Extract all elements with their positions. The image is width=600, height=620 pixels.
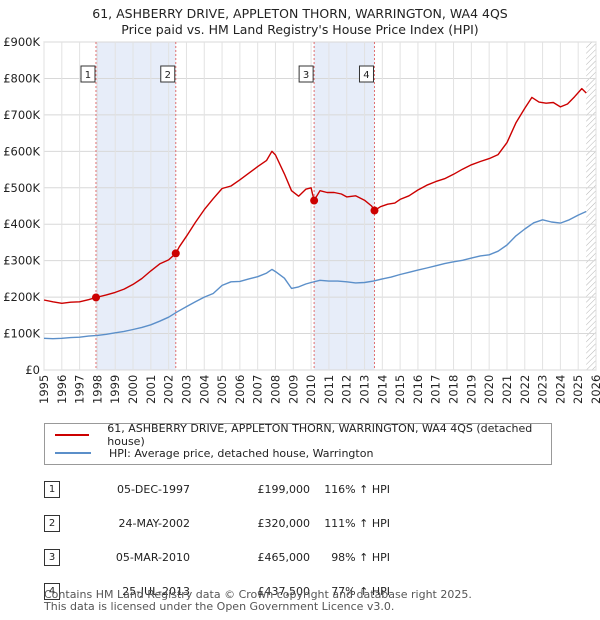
x-tick-label: 2017 bbox=[429, 375, 443, 404]
x-tick-label: 2011 bbox=[322, 375, 336, 404]
chart-subtitle: Price paid vs. HM Land Registry's House … bbox=[121, 22, 479, 37]
transactions-table: 1 05-DEC-1997 £199,000 116% ↑ HPI 2 24-M… bbox=[44, 472, 390, 608]
transaction-label: 1 bbox=[85, 70, 91, 81]
transaction-label: 2 bbox=[165, 70, 171, 81]
ownership-shade bbox=[95, 42, 176, 370]
sale-point bbox=[370, 206, 379, 215]
x-tick-label: 2003 bbox=[179, 375, 193, 404]
transaction-price: £465,000 bbox=[257, 550, 311, 564]
x-tick-label: 2002 bbox=[162, 375, 176, 404]
x-tick-label: 2014 bbox=[375, 375, 389, 404]
x-tick-label: 2022 bbox=[518, 375, 532, 404]
x-tick-label: 2016 bbox=[411, 375, 425, 404]
y-tick-label: £0 bbox=[25, 363, 40, 377]
x-tick-label: 2007 bbox=[251, 375, 265, 404]
x-tick-label: 2006 bbox=[233, 375, 247, 404]
transaction-date: 24-MAY-2002 bbox=[118, 516, 190, 530]
x-tick-label: 2009 bbox=[286, 375, 300, 404]
transaction-date: 25-JUL-2013 bbox=[122, 584, 190, 598]
y-tick-label: £700K bbox=[3, 108, 40, 122]
ownership-shade bbox=[314, 42, 375, 370]
transaction-label-box bbox=[80, 65, 96, 83]
x-tick-label: 2015 bbox=[393, 375, 407, 404]
x-tick-label: 2023 bbox=[536, 375, 550, 404]
transaction-date: 05-MAR-2010 bbox=[115, 550, 190, 564]
x-tick-label: 2012 bbox=[340, 375, 354, 404]
x-tick-label: 2005 bbox=[215, 375, 229, 404]
legend-item-hpi: HPI: Average price, detached house, Warr… bbox=[55, 445, 373, 461]
x-tick-label: 2000 bbox=[126, 375, 140, 404]
transaction-hpi: 116% ↑ HPI bbox=[324, 482, 390, 496]
property-price-line bbox=[43, 87, 587, 304]
hpi-line bbox=[43, 210, 587, 340]
transaction-row: 3 05-MAR-2010 £465,000 98% ↑ HPI bbox=[44, 540, 390, 574]
footer-copyright: Contains HM Land Registry data © Crown c… bbox=[44, 588, 472, 601]
x-tick-label: 2004 bbox=[197, 375, 211, 404]
legend: 61, ASHBERRY DRIVE, APPLETON THORN, WARR… bbox=[44, 422, 552, 465]
transaction-number: 3 bbox=[44, 548, 60, 566]
transaction-number: 2 bbox=[44, 514, 60, 532]
x-tick-label: 1999 bbox=[108, 375, 122, 404]
sale-point bbox=[91, 293, 100, 302]
future-hatch bbox=[586, 42, 596, 370]
transaction-price: £320,000 bbox=[257, 516, 311, 530]
x-tick-label: 1997 bbox=[73, 375, 87, 404]
sale-point bbox=[171, 249, 180, 258]
x-tick-label: 2018 bbox=[447, 375, 461, 404]
transaction-date: 05-DEC-1997 bbox=[116, 482, 190, 496]
legend-item-property: 61, ASHBERRY DRIVE, APPLETON THORN, WARR… bbox=[55, 422, 551, 448]
transaction-price: £437,500 bbox=[257, 584, 311, 598]
transaction-hpi: 98% ↑ HPI bbox=[331, 550, 390, 564]
y-tick-label: £300K bbox=[3, 254, 40, 268]
price-chart: £0 £100K £200K £300K £400K £500K £600K £700K £80… bbox=[3, 35, 600, 404]
y-tick-label: £400K bbox=[3, 217, 40, 231]
y-tick-label: £800K bbox=[3, 71, 40, 85]
transaction-hpi: 77% ↑ HPI bbox=[331, 584, 390, 598]
y-tick-label: £500K bbox=[3, 181, 40, 195]
y-tick-label: £200K bbox=[3, 290, 40, 304]
transaction-row: 1 05-DEC-1997 £199,000 116% ↑ HPI bbox=[44, 472, 390, 506]
x-tick-label: 2025 bbox=[571, 375, 585, 404]
y-tick-label: £900K bbox=[3, 35, 40, 49]
x-tick-label: 2001 bbox=[144, 375, 158, 404]
y-tick-label: £100K bbox=[3, 327, 40, 341]
transaction-label: 3 bbox=[303, 70, 309, 81]
legend-swatch-property bbox=[55, 434, 90, 436]
x-tick-label: 2013 bbox=[358, 375, 372, 404]
transaction-price: £199,000 bbox=[257, 482, 311, 496]
transaction-number: 4 bbox=[44, 582, 60, 600]
chart-title: 61, ASHBERRY DRIVE, APPLETON THORN, WARR… bbox=[92, 6, 508, 21]
x-tick-label: 2026 bbox=[589, 375, 600, 404]
y-tick-label: £600K bbox=[3, 144, 40, 158]
transaction-label-box bbox=[358, 65, 374, 83]
transaction-number: 1 bbox=[44, 480, 60, 498]
x-tick-label: 2019 bbox=[464, 375, 478, 404]
sale-point bbox=[310, 196, 319, 205]
transaction-hpi: 111% ↑ HPI bbox=[324, 516, 390, 530]
x-tick-label: 2010 bbox=[304, 375, 318, 404]
x-tick-label: 1998 bbox=[90, 375, 104, 404]
x-tick-label: 2008 bbox=[268, 375, 282, 404]
transaction-row: 4 25-JUL-2013 £437,500 77% ↑ HPI bbox=[44, 574, 390, 608]
x-tick-label: 2020 bbox=[482, 375, 496, 404]
legend-label-hpi: HPI: Average price, detached house, Warr… bbox=[109, 446, 374, 460]
x-tick-label: 2024 bbox=[553, 375, 567, 404]
legend-swatch-hpi bbox=[55, 452, 91, 454]
x-tick-label: 1996 bbox=[55, 375, 69, 404]
x-tick-label: 2021 bbox=[500, 375, 514, 404]
transaction-label: 4 bbox=[363, 70, 369, 81]
transaction-row: 2 24-MAY-2002 £320,000 111% ↑ HPI bbox=[44, 506, 390, 540]
transaction-label-box bbox=[298, 65, 314, 83]
legend-label-property: 61, ASHBERRY DRIVE, APPLETON THORN, WARR… bbox=[107, 422, 533, 448]
transaction-label-box bbox=[160, 65, 176, 83]
footer-licence: This data is licensed under the Open Gov… bbox=[44, 600, 395, 613]
x-tick-label: 1995 bbox=[37, 375, 51, 404]
